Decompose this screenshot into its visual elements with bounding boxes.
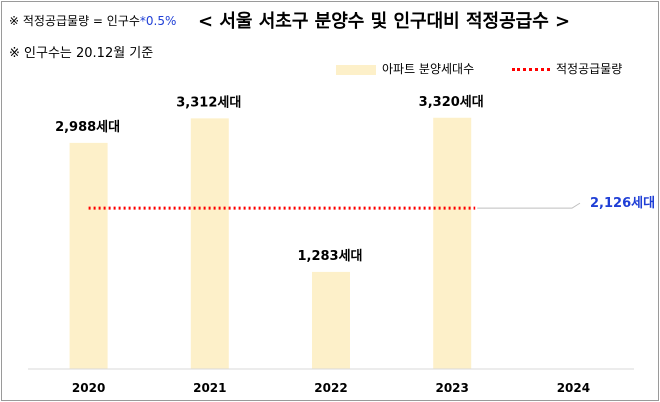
chart-title: < 서울 서초구 분양수 및 인구대비 적정공급수 > — [198, 11, 571, 32]
data-label-2021: 3,312세대 — [176, 95, 241, 110]
bar-2022 — [312, 271, 350, 369]
legend-item-line: 적정공급물량 — [512, 60, 622, 77]
x-tick-2021: 2021 — [193, 381, 226, 395]
formula-note-prefix: ※ 적정공급물량 = 인구수 — [9, 14, 140, 28]
legend-swatch-bars — [336, 64, 376, 75]
data-label-2020: 2,988세대 — [55, 120, 120, 135]
legend-item-bars: 아파트 분양세대수 — [336, 60, 474, 77]
data-label-2022: 1,283세대 — [297, 249, 362, 264]
x-tick-2023: 2023 — [435, 381, 468, 395]
x-tick-2020: 2020 — [72, 381, 105, 395]
target-line-label: 2,126세대 — [590, 196, 655, 211]
x-tick-2024: 2024 — [557, 381, 590, 395]
population-note: ※ 인구수는 20.12월 기준 — [9, 46, 154, 61]
data-label-2023: 3,320세대 — [419, 95, 484, 110]
formula-note-rate: *0.5% — [139, 14, 177, 28]
legend-label-line: 적정공급물량 — [556, 62, 623, 76]
formula-note: ※ 적정공급물량 = 인구수*0.5% — [9, 12, 176, 29]
legend-label-bars: 아파트 분양세대수 — [382, 62, 475, 76]
x-tick-2022: 2022 — [314, 381, 347, 395]
target-leader-line — [477, 202, 581, 209]
bar-2023 — [433, 117, 472, 369]
bar-2020 — [69, 142, 108, 369]
legend-swatch-line — [512, 68, 550, 71]
bar-2021 — [190, 118, 229, 370]
